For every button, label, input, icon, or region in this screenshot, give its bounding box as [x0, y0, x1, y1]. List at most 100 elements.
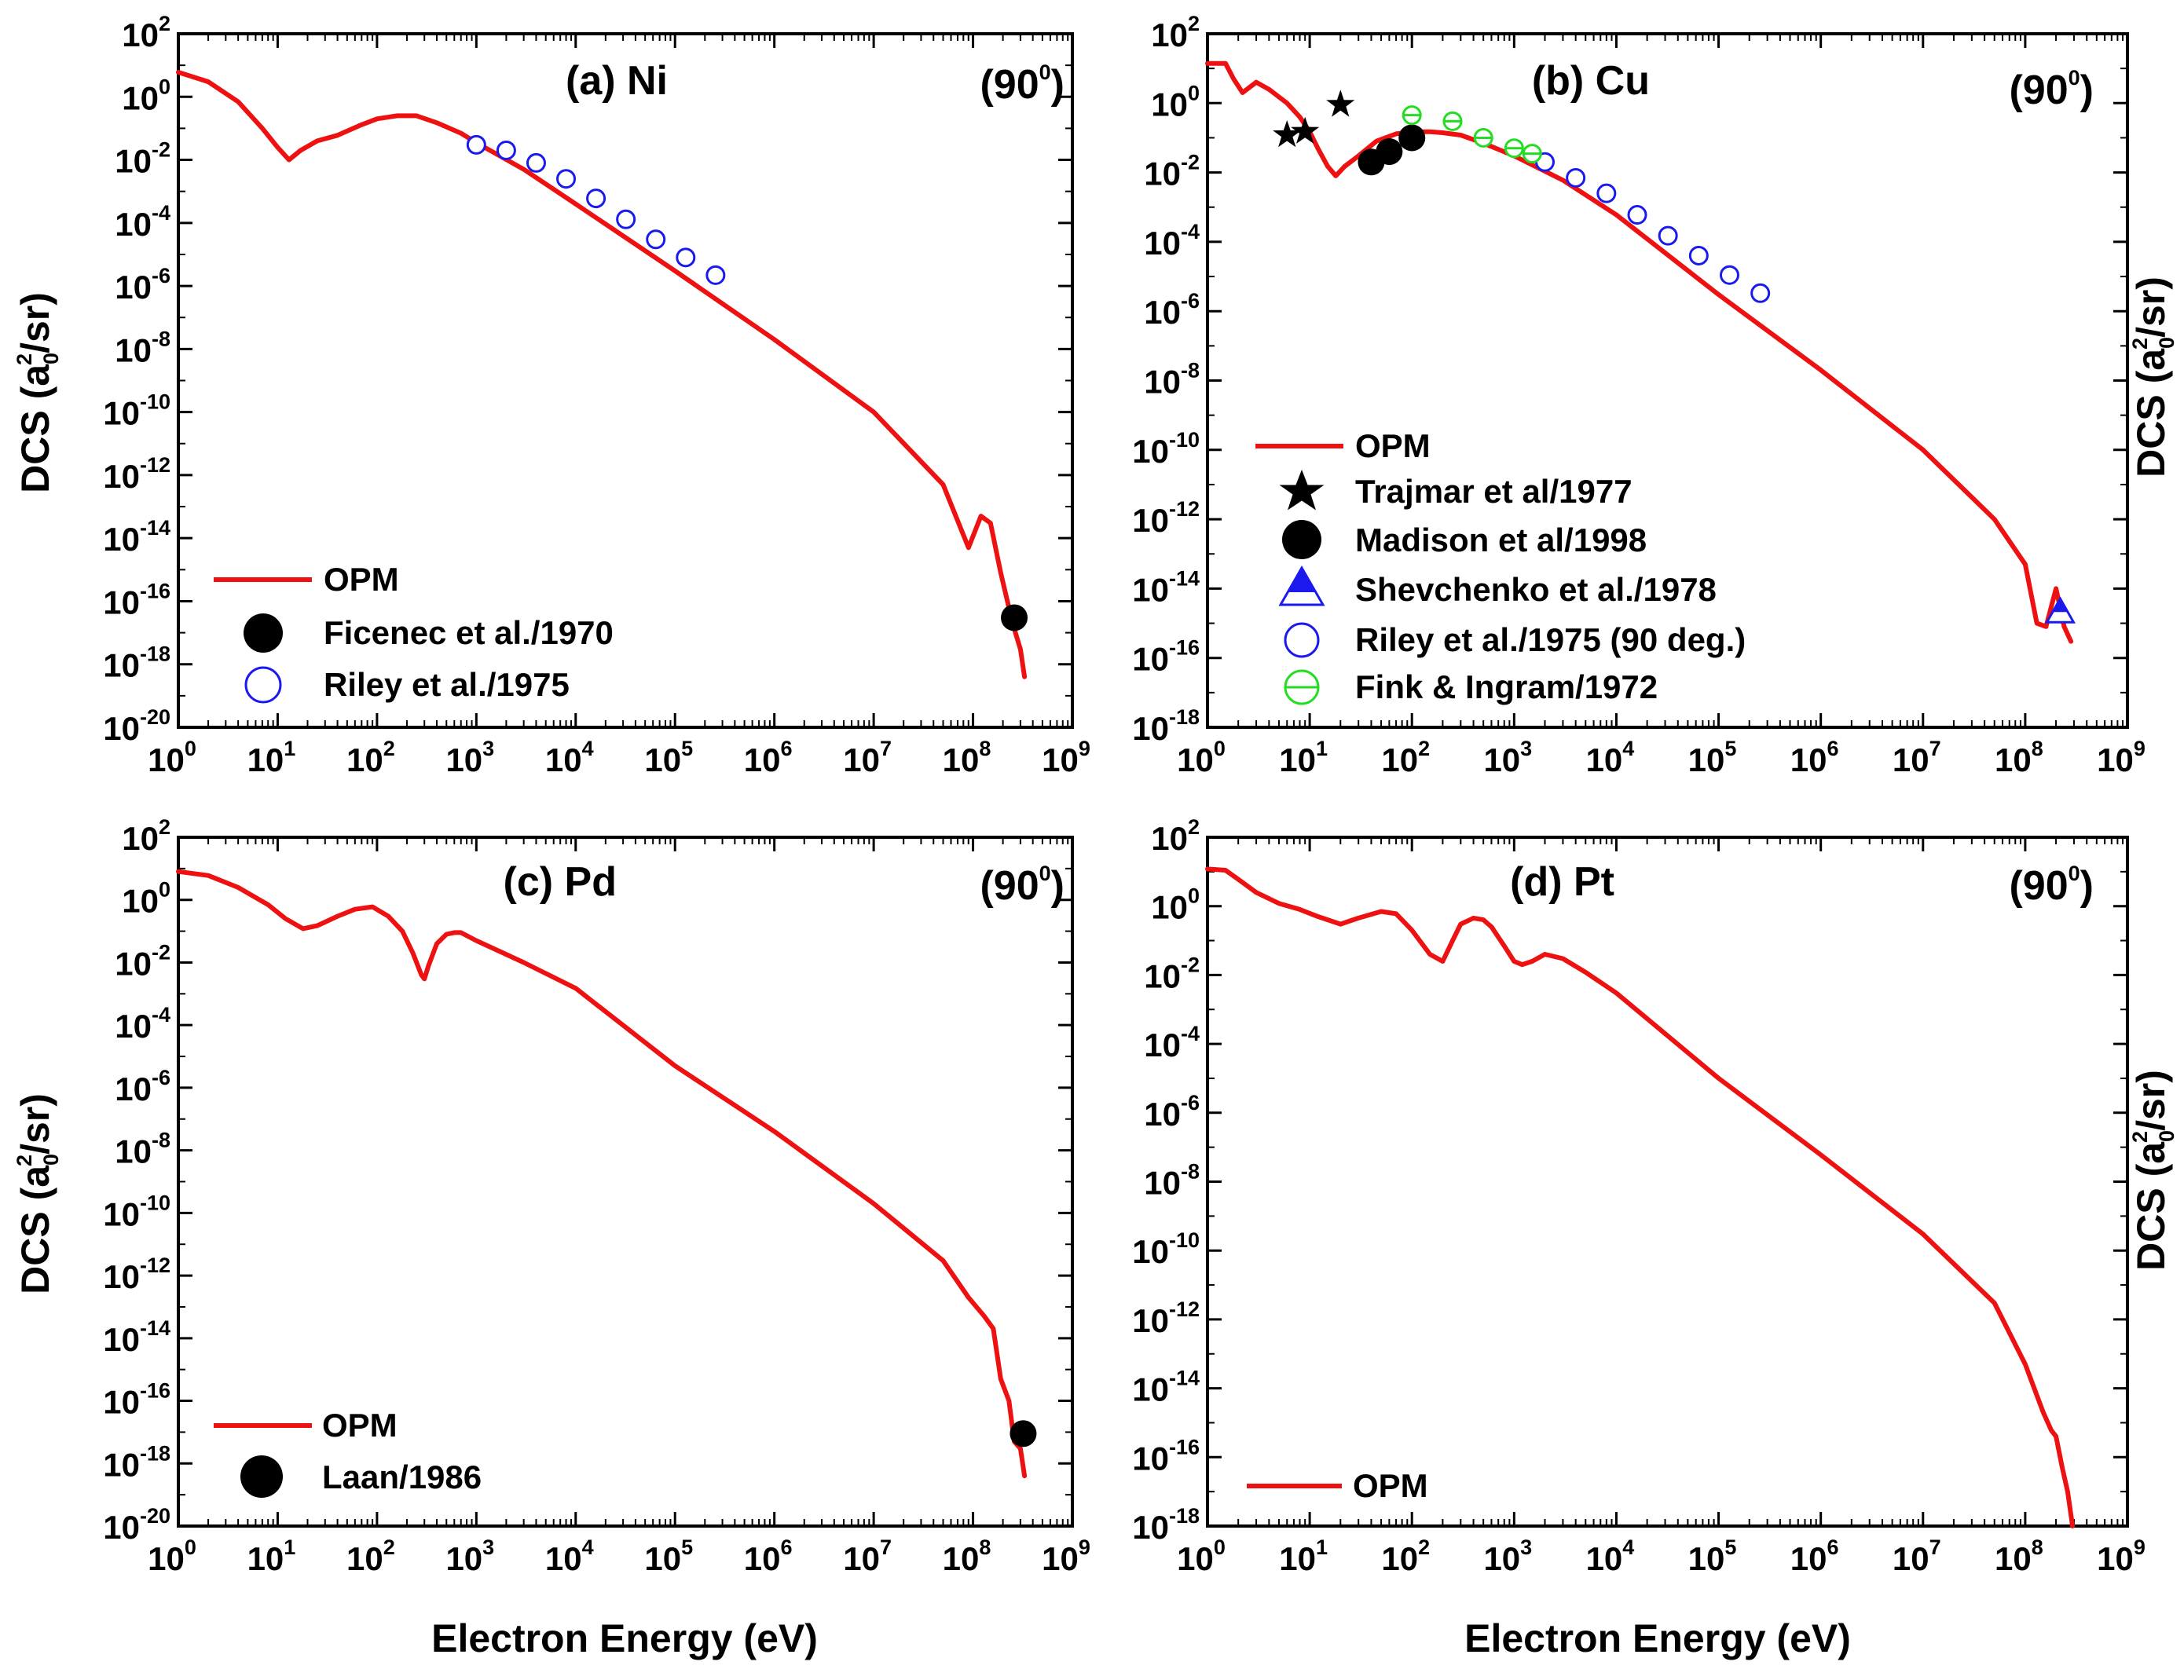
y-tick-label: 10-8	[115, 327, 170, 368]
data-point-riley-et-al-1975	[496, 140, 516, 160]
data-point-riley-et-al-1975	[676, 247, 696, 268]
y-tick-label: 100	[122, 878, 170, 920]
x-tick-label: 101	[1279, 737, 1328, 778]
x-tick-label: 109	[2097, 1535, 2146, 1577]
x-tick-label: 104	[545, 737, 594, 778]
data-point-riley-et-al-1975-90-deg	[1596, 183, 1617, 203]
x-tick-label: 101	[247, 737, 296, 778]
y-tick-label: 10-10	[103, 390, 170, 432]
x-tick-label: 109	[1042, 1535, 1090, 1577]
x-tick-label: 108	[1995, 1535, 2043, 1577]
x-tick-label: 103	[445, 1535, 494, 1577]
series-layer	[176, 70, 1028, 679]
y-tick-label: 10-18	[103, 642, 170, 684]
y-tick-label: 10-12	[1132, 497, 1200, 539]
panel-title: (a) Ni	[566, 58, 668, 104]
data-point-madison-et-al-1998	[1376, 138, 1403, 166]
angle-label: (900)	[980, 862, 1065, 909]
y-tick-label: 10-4	[1144, 220, 1200, 262]
y-tick-label: 10-14	[103, 1316, 170, 1358]
data-point-trajmar-et-al-1977	[1326, 90, 1355, 117]
legend-label-madison: Madison et al/1998	[1355, 522, 1647, 558]
y-tick-label: 100	[122, 75, 170, 116]
y-tick-label: 10-10	[1132, 428, 1200, 470]
angle-label: (900)	[2009, 862, 2094, 909]
y-tick-label: 102	[122, 12, 170, 53]
panel-a: (a) Ni (900) 100 101 102 103 104 105 106 107 108…	[103, 12, 1090, 778]
y-tick-label: 10-18	[1132, 705, 1200, 747]
panel-b: (b) Cu (900) 100 101 102 103 104 105 106 107 108…	[1132, 12, 2146, 778]
x-tick-label: 109	[2097, 737, 2146, 778]
y-tick-label: 10-8	[115, 1129, 170, 1170]
panel-c: (c) Pd (900) 100 101 102 103 104 105 106 107 108…	[103, 815, 1090, 1577]
series-layer	[176, 869, 1037, 1479]
legend: OPM	[1247, 1467, 1428, 1504]
data-point-riley-et-al-1975-90-deg	[1720, 265, 1740, 285]
x-tick-label: 105	[644, 1535, 693, 1577]
data-point-riley-et-al-1975	[526, 152, 546, 173]
y-axis-title-d: DCS (a02/sr)	[2128, 1070, 2179, 1271]
series-line-opm	[1205, 866, 2076, 1528]
y-tick-label: 10-16	[103, 579, 170, 620]
x-tick-label: 106	[744, 737, 793, 778]
plot-frame	[177, 32, 1074, 729]
legend-label-trajmar: Trajmar et al/1977	[1355, 473, 1633, 510]
x-tick-label: 104	[1586, 737, 1635, 778]
y-tick-label: 10-16	[1132, 636, 1200, 678]
y-tick-label: 10-10	[1132, 1228, 1200, 1270]
data-point-riley-et-al-1975-90-deg	[1750, 283, 1771, 303]
legend-label-opm: OPM	[324, 561, 399, 598]
panel-title: (c) Pd	[504, 859, 617, 905]
data-point-ficenec-et-al-1970	[1001, 604, 1028, 631]
x-tick-label: 104	[545, 1535, 594, 1577]
y-tick-label: 102	[1151, 815, 1200, 857]
x-tick-label: 102	[1381, 1535, 1430, 1577]
x-tick-label: 107	[843, 737, 892, 778]
x-tick-label: 107	[843, 1535, 892, 1577]
data-point-riley-et-al-1975	[705, 265, 726, 285]
x-axis-title-left: Electron Energy (eV)	[431, 1616, 818, 1660]
y-tick-label: 10-2	[1144, 953, 1200, 994]
data-point-riley-et-al-1975	[646, 229, 666, 250]
legend-label-ficenec: Ficenec et al./1970	[324, 614, 614, 651]
data-point-trajmar-et-al-1977	[1291, 116, 1320, 144]
series-line-opm	[176, 70, 1028, 679]
y-tick-label: 102	[1151, 12, 1200, 53]
legend-marker-laan	[240, 1455, 283, 1498]
panel-title: (d) Pt	[1510, 859, 1614, 905]
plot-frame	[1206, 836, 2129, 1528]
angle-label: (900)	[980, 60, 1065, 108]
data-point-riley-et-al-1975	[556, 169, 577, 189]
y-tick-label: 10-12	[103, 453, 170, 495]
legend-marker-shevchenko-fill	[1288, 568, 1316, 592]
x-tick-label: 102	[1381, 737, 1430, 778]
panel-title: (b) Cu	[1532, 58, 1650, 104]
x-tick-label: 106	[744, 1535, 793, 1577]
legend: OPM Trajmar et al/1977 Madison et al/199…	[1255, 427, 1746, 705]
data-point-riley-et-al-1975-90-deg	[1566, 167, 1586, 188]
x-tick-label: 105	[644, 737, 693, 778]
legend-marker-madison	[1282, 520, 1321, 559]
x-tick-label: 105	[1688, 1535, 1737, 1577]
y-tick-label: 10-10	[103, 1191, 170, 1232]
series-line-opm	[176, 869, 1028, 1479]
angle-label: (900)	[2009, 66, 2094, 113]
x-tick-label: 107	[1893, 1535, 1941, 1577]
x-tick-label: 103	[1483, 737, 1532, 778]
data-point-fill-shevchenko-et-al-1978	[2052, 598, 2069, 613]
y-tick-label: 100	[1151, 81, 1200, 123]
data-point-riley-et-al-1975	[466, 134, 486, 155]
legend-marker-riley	[244, 666, 282, 704]
y-tick-label: 10-8	[1144, 359, 1200, 401]
x-tick-label: 108	[1995, 737, 2043, 778]
legend-label-shevchenko: Shevchenko et al./1978	[1355, 571, 1717, 608]
y-tick-label: 10-4	[115, 201, 170, 243]
x-tick-label: 105	[1688, 737, 1737, 778]
y-tick-label: 10-4	[1144, 1022, 1200, 1063]
legend-label-riley: Riley et al./1975	[324, 666, 570, 703]
y-tick-label: 10-16	[103, 1379, 170, 1421]
legend-label-laan: Laan/1986	[322, 1459, 482, 1495]
data-point-riley-et-al-1975-90-deg	[1627, 205, 1647, 225]
y-tick-label: 10-18	[103, 1441, 170, 1483]
